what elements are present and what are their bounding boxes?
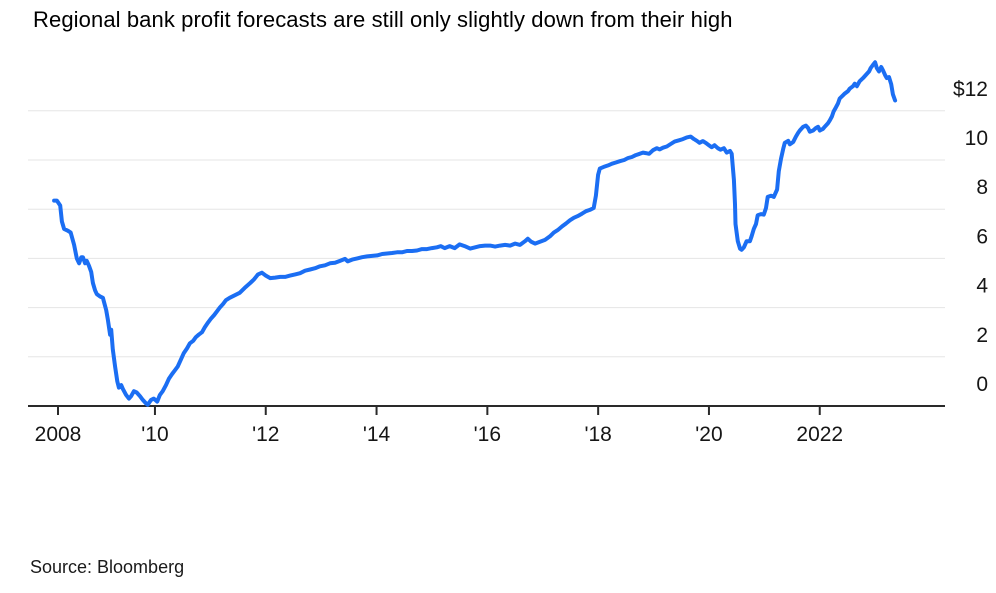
x-tick-label: '20 — [695, 423, 722, 446]
x-tick-label: '18 — [584, 423, 611, 446]
y-tick-label: 2 — [976, 324, 988, 347]
y-tick-label: $12 — [953, 78, 988, 101]
y-tick-label: 6 — [976, 225, 988, 248]
x-tick-label: '16 — [474, 423, 501, 446]
forecast-series-line — [52, 60, 898, 407]
chart-title: Regional bank profit forecasts are still… — [33, 7, 733, 32]
x-tick-label: 2008 — [35, 423, 82, 446]
y-tick-label: 10 — [965, 127, 988, 150]
x-tick-label: '14 — [363, 423, 391, 446]
y-axis-labels: $12 10 8 6 4 2 0 — [953, 78, 988, 396]
x-tick-label: '10 — [141, 423, 168, 446]
y-tick-label: 4 — [976, 275, 988, 298]
x-tick-label: '12 — [252, 423, 279, 446]
x-tick-label: 2022 — [796, 423, 843, 446]
source-label: Source: Bloomberg — [30, 557, 185, 577]
x-axis-labels: 2008 '10 '12 '14 '16 '18 '20 2022 — [35, 423, 843, 446]
y-tick-label: 0 — [976, 373, 988, 396]
x-axis — [28, 405, 945, 415]
profit-forecast-line-chart: $12 10 8 6 4 2 0 2008 '10 '12 '14 '16 '18 '20 2022 — [28, 60, 988, 446]
gridlines — [28, 110, 945, 358]
y-tick-label: 8 — [976, 176, 988, 199]
